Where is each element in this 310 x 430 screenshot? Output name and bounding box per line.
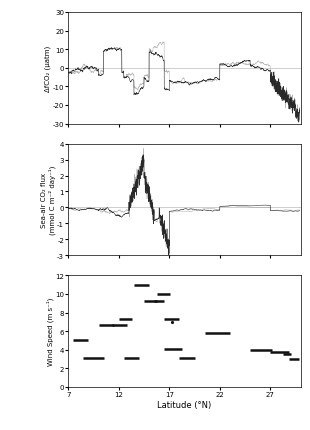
Y-axis label: Sea-air CO₂ flux
(mmol C m⁻² day⁻¹): Sea-air CO₂ flux (mmol C m⁻² day⁻¹) xyxy=(41,166,55,234)
Y-axis label: Wind Speed (m s⁻¹): Wind Speed (m s⁻¹) xyxy=(46,297,54,366)
X-axis label: Latitude (°N): Latitude (°N) xyxy=(157,400,211,409)
Y-axis label: ΔfCO₂ (μatm): ΔfCO₂ (μatm) xyxy=(45,46,51,92)
